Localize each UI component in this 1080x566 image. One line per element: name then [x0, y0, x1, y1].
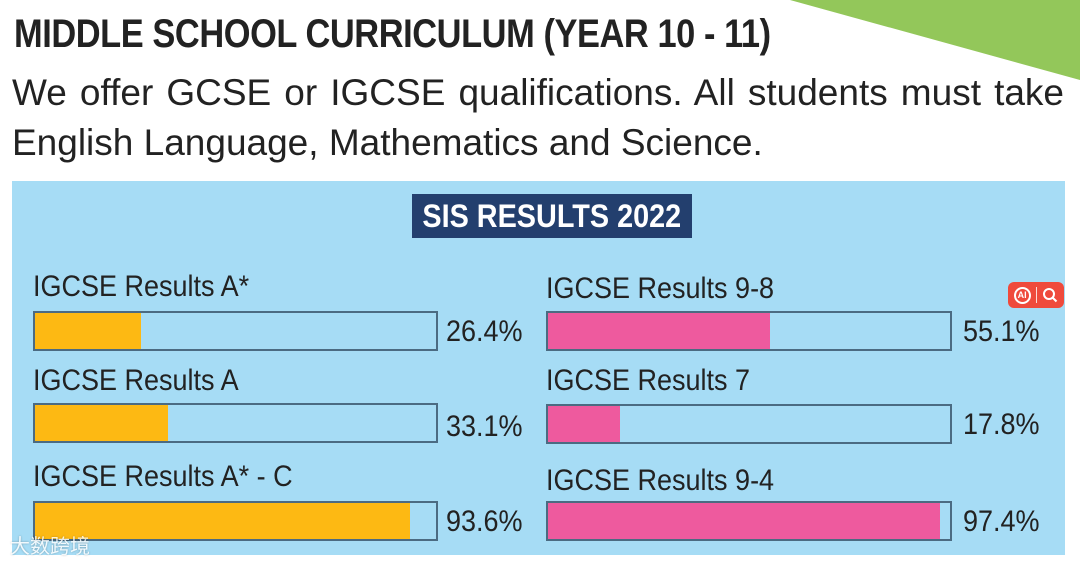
bar-track [546, 501, 952, 541]
bar-fill [548, 503, 940, 539]
bar-track [33, 403, 438, 443]
bar-fill [548, 406, 620, 442]
ai-badge: AI [1013, 286, 1031, 304]
bar-label: IGCSE Results A [33, 364, 239, 397]
bar-track [546, 404, 952, 444]
ai-search-icon[interactable]: AI [1008, 282, 1064, 308]
chart-title-badge: SIS RESULTS 2022 [412, 194, 692, 238]
watermark: 大数跨境 [10, 530, 90, 559]
bar-fill [35, 405, 168, 441]
bar-label: IGCSE Results A* [33, 270, 250, 303]
page-title: MIDDLE SCHOOL CURRICULUM (YEAR 10 - 11) [14, 12, 771, 56]
bar-value-label: 17.8% [963, 408, 1040, 441]
corner-accent-shape [790, 0, 1080, 80]
bar-label: IGCSE Results A* - C [33, 460, 293, 493]
bar-value-label: 55.1% [963, 315, 1040, 348]
watermark-text: 大数跨境 [10, 536, 90, 558]
results-panel [12, 181, 1065, 555]
ai-icon-divider [1035, 287, 1037, 303]
bar-label: IGCSE Results 9-8 [546, 272, 775, 305]
bar-fill [548, 313, 770, 349]
bar-track [33, 311, 438, 351]
chart-title: SIS RESULTS 2022 [422, 197, 682, 234]
bar-value-label: 97.4% [963, 505, 1040, 538]
bar-fill [35, 503, 411, 539]
bar-fill [35, 313, 141, 349]
bar-value-label: 33.1% [446, 410, 523, 443]
search-icon [1043, 288, 1058, 303]
intro-text: We offer GCSE or IGCSE qualifications. A… [12, 72, 1064, 163]
bar-value-label: 93.6% [446, 505, 523, 538]
bar-track [546, 311, 952, 351]
bar-value-label: 26.4% [446, 315, 523, 348]
bar-track [33, 501, 438, 541]
bar-label: IGCSE Results 9-4 [546, 464, 775, 497]
bar-label: IGCSE Results 7 [546, 364, 751, 397]
